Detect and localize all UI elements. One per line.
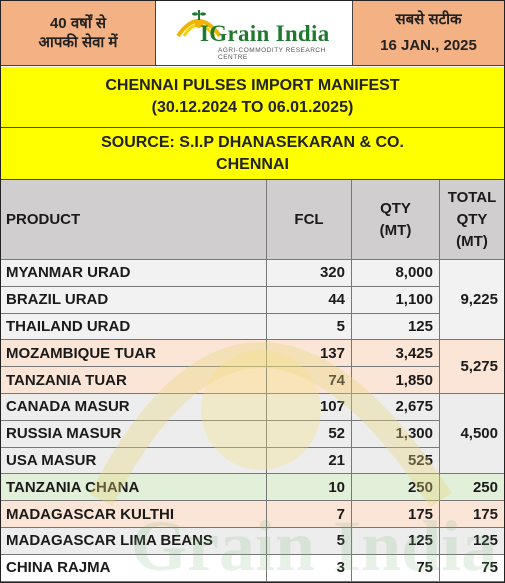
header-bar: 40 वर्षों से आपकी सेवा में IGrain India … bbox=[1, 1, 504, 67]
date-box: सबसे सटीक 16 JAN., 2025 bbox=[353, 1, 504, 66]
header-total-label-2: QTY bbox=[456, 210, 488, 228]
fcl-cell: 320 bbox=[267, 260, 352, 287]
fcl-cell: 137 bbox=[267, 340, 352, 368]
title-line-1: CHENNAI PULSES IMPORT MANIFEST bbox=[105, 77, 400, 94]
brand-tagline: AGRI-COMMODITY RESEARCH CENTRE bbox=[218, 47, 326, 61]
product-cell: TANZANIA TUAR bbox=[1, 367, 267, 394]
product-cell: USA MASUR bbox=[1, 447, 267, 475]
qty-cell: 3,425 bbox=[352, 340, 440, 368]
group-total-cell: 250 bbox=[440, 474, 504, 502]
fcl-cell: 74 bbox=[267, 367, 352, 394]
source-credit: SOURCE: S.I.P DHANASEKARAN & CO. CHENNAI bbox=[1, 128, 504, 180]
fcl-cell: 5 bbox=[267, 313, 352, 341]
header-total-label: TOTAL bbox=[447, 188, 497, 206]
fcl-cell: 107 bbox=[267, 394, 352, 421]
product-cell: TANZANIA CHANA bbox=[1, 474, 267, 502]
manifest-table: PRODUCT FCL QTY (MT) TOTAL QTY (MT) MYAN… bbox=[1, 180, 504, 582]
title-period: (30.12.2024 TO 06.01.2025) bbox=[151, 99, 354, 116]
product-cell: THAILAND URAD bbox=[1, 313, 267, 341]
qty-cell: 8,000 bbox=[352, 260, 440, 287]
header-total-unit: (MT) bbox=[456, 232, 488, 250]
brand-name: IGrain India bbox=[200, 21, 330, 46]
qty-cell: 175 bbox=[352, 501, 440, 528]
qty-cell: 1,300 bbox=[352, 420, 440, 448]
product-cell: CANADA MASUR bbox=[1, 394, 267, 421]
header-fcl: FCL bbox=[267, 180, 352, 260]
tagline-line-2: आपकी सेवा में bbox=[38, 34, 118, 51]
qty-cell: 2,675 bbox=[352, 394, 440, 421]
fcl-cell: 7 bbox=[267, 501, 352, 528]
group-total-cell: 125 bbox=[440, 528, 504, 555]
brand-logo: IGrain India AGRI-COMMODITY RESEARCH CEN… bbox=[156, 1, 353, 66]
source-line-1: SOURCE: S.I.P DHANASEKARAN & CO. bbox=[101, 133, 404, 151]
qty-cell: 1,850 bbox=[352, 367, 440, 394]
header-fcl-label: FCL bbox=[294, 210, 324, 228]
product-cell: MYANMAR URAD bbox=[1, 260, 267, 287]
header-total-qty: TOTAL QTY (MT) bbox=[440, 180, 504, 260]
product-cell: MADAGASCAR KULTHI bbox=[1, 501, 267, 528]
qty-cell: 125 bbox=[352, 313, 440, 341]
group-total-cell: 5,275 bbox=[440, 340, 504, 394]
grain-sun-icon bbox=[176, 10, 222, 38]
qty-cell: 250 bbox=[352, 474, 440, 502]
qty-cell: 525 bbox=[352, 447, 440, 475]
tagline-hindi-box: 40 वर्षों से आपकी सेवा में bbox=[1, 1, 156, 66]
product-cell: MOZAMBIQUE TUAR bbox=[1, 340, 267, 368]
group-total-cell: 4,500 bbox=[440, 394, 504, 475]
product-cell: MADAGASCAR LIMA BEANS bbox=[1, 528, 267, 555]
accuracy-label: सबसे सटीक bbox=[395, 11, 462, 28]
fcl-cell: 10 bbox=[267, 474, 352, 502]
product-cell: CHINA RAJMA bbox=[1, 554, 267, 582]
fcl-cell: 5 bbox=[267, 528, 352, 555]
tagline-line-1: 40 वर्षों से bbox=[49, 15, 107, 32]
group-total-cell: 175 bbox=[440, 501, 504, 528]
product-cell: BRAZIL URAD bbox=[1, 286, 267, 314]
report-title: CHENNAI PULSES IMPORT MANIFEST (30.12.20… bbox=[1, 67, 504, 128]
qty-cell: 125 bbox=[352, 528, 440, 555]
fcl-cell: 44 bbox=[267, 286, 352, 314]
header-product: PRODUCT bbox=[1, 180, 267, 260]
header-qty-label: QTY bbox=[380, 199, 411, 217]
fcl-cell: 3 bbox=[267, 554, 352, 582]
fcl-cell: 21 bbox=[267, 447, 352, 475]
header-product-label: PRODUCT bbox=[6, 211, 81, 228]
header-qty-unit: (MT) bbox=[379, 221, 412, 239]
qty-cell: 1,100 bbox=[352, 286, 440, 314]
report-date: 16 JAN., 2025 bbox=[380, 37, 477, 54]
qty-cell: 75 bbox=[352, 554, 440, 582]
group-total-cell: 9,225 bbox=[440, 260, 504, 341]
group-total-cell: 75 bbox=[440, 554, 504, 582]
header-qty: QTY (MT) bbox=[352, 180, 440, 260]
source-line-2: CHENNAI bbox=[216, 155, 289, 173]
fcl-cell: 52 bbox=[267, 420, 352, 448]
product-cell: RUSSIA MASUR bbox=[1, 420, 267, 448]
